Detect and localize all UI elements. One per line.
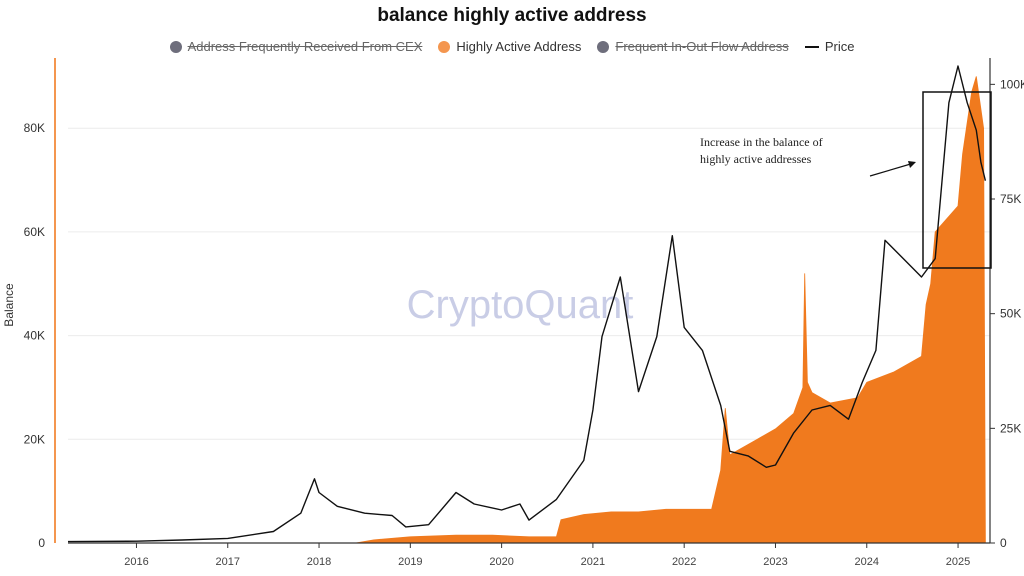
legend-label: Highly Active Address xyxy=(456,39,582,54)
area-layer xyxy=(68,76,986,544)
x-tick-label: 2024 xyxy=(855,556,879,568)
x-tick-label: 2019 xyxy=(398,556,422,568)
x-tick-label: 2017 xyxy=(216,556,240,568)
left-tick-label: 40K xyxy=(24,329,45,343)
x-tick-label: 2023 xyxy=(763,556,787,568)
series-line-price xyxy=(67,65,987,543)
legend-item-in-out-flow[interactable]: Frequent In-Out Flow Address xyxy=(597,39,789,54)
annotation-line-1: Increase in the balance of xyxy=(700,135,823,149)
x-tick-label: 2025 xyxy=(946,556,970,568)
chart-title: balance highly active address xyxy=(377,5,647,26)
left-tick-label: 60K xyxy=(24,225,45,239)
y-axis-label: Balance xyxy=(2,283,16,327)
legend: Address Frequently Received From CEX Hig… xyxy=(0,39,1024,54)
legend-label: Address Frequently Received From CEX xyxy=(187,39,423,54)
axis-layer: 0 20K 40K 60K 80K 0 25K 50K 75K 100K 2016 2017 2018 2… xyxy=(24,58,1024,568)
highlight-box xyxy=(922,91,992,269)
legend-line-icon xyxy=(804,45,819,48)
x-tick-label: 2016 xyxy=(124,556,148,568)
legend-item-highly-active[interactable]: Highly Active Address xyxy=(438,39,581,54)
x-tick-label: 2020 xyxy=(489,556,513,568)
annotation-arrow xyxy=(869,162,915,177)
series-area-highly-active xyxy=(68,76,986,544)
legend-label: Price xyxy=(824,39,855,54)
right-tick-label: 25K xyxy=(1000,421,1021,435)
legend-dot-icon xyxy=(597,40,610,53)
left-tick-label: 0 xyxy=(38,536,45,550)
legend-item-cex[interactable]: Address Frequently Received From CEX xyxy=(169,39,423,54)
right-tick-label: 50K xyxy=(1000,307,1021,321)
legend-item-price[interactable]: Price xyxy=(804,39,855,54)
legend-dot-icon xyxy=(438,40,451,53)
right-tick-label: 100K xyxy=(1000,77,1024,91)
legend-dot-icon xyxy=(169,40,182,53)
watermark: CryptoQuant xyxy=(407,283,634,327)
left-tick-label: 20K xyxy=(24,432,45,446)
x-tick-label: 2021 xyxy=(581,556,605,568)
x-tick-label: 2018 xyxy=(307,556,331,568)
x-tick-label: 2022 xyxy=(672,556,696,568)
arrowhead-icon xyxy=(908,161,916,168)
annotation-line-2: highly active addresses xyxy=(700,152,812,166)
right-tick-label: 0 xyxy=(1000,536,1007,550)
left-tick-label: 80K xyxy=(24,121,45,135)
legend-label: Frequent In-Out Flow Address xyxy=(615,39,789,54)
annotation: Increase in the balance of highly active… xyxy=(700,91,992,269)
price-layer xyxy=(67,65,987,543)
right-tick-label: 75K xyxy=(1000,192,1021,206)
